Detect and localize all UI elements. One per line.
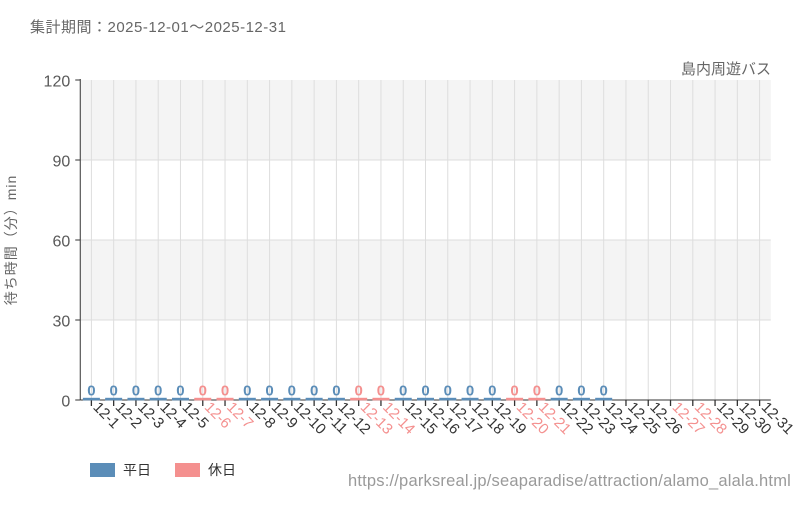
svg-text:0: 0 (87, 383, 95, 400)
svg-text:0: 0 (600, 383, 608, 400)
svg-text:120: 120 (44, 74, 71, 91)
svg-text:0: 0 (555, 383, 563, 400)
svg-text:0: 0 (221, 383, 229, 400)
svg-text:0: 0 (421, 383, 429, 400)
svg-text:0: 0 (176, 383, 184, 400)
svg-text:30: 30 (52, 314, 70, 331)
svg-text:0: 0 (377, 383, 385, 400)
svg-text:0: 0 (399, 383, 407, 400)
svg-text:0: 0 (444, 383, 452, 400)
svg-text:0: 0 (265, 383, 273, 400)
svg-text:60: 60 (52, 234, 70, 251)
svg-text:0: 0 (466, 383, 474, 400)
svg-text:0: 0 (533, 383, 541, 400)
svg-text:0: 0 (154, 383, 162, 400)
svg-text:90: 90 (52, 154, 70, 171)
svg-text:0: 0 (288, 383, 296, 400)
svg-text:0: 0 (355, 383, 363, 400)
svg-text:0: 0 (243, 383, 251, 400)
svg-text:0: 0 (332, 383, 340, 400)
svg-text:0: 0 (510, 383, 518, 400)
svg-text:0: 0 (109, 383, 117, 400)
svg-text:0: 0 (488, 383, 496, 400)
svg-text:0: 0 (310, 383, 318, 400)
svg-text:0: 0 (199, 383, 207, 400)
svg-text:0: 0 (577, 383, 585, 400)
svg-text:0: 0 (61, 394, 70, 411)
svg-text:0: 0 (132, 383, 140, 400)
